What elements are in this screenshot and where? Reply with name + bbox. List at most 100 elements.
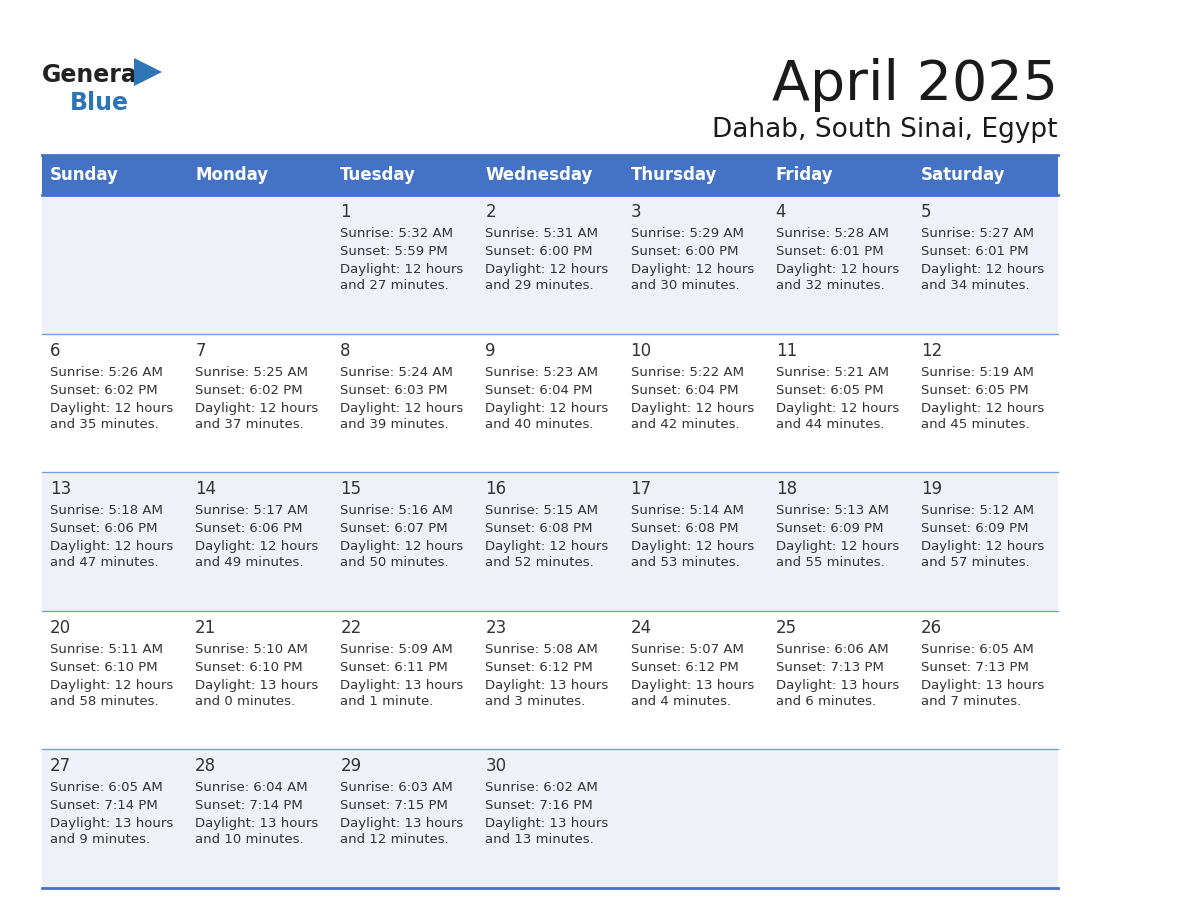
Text: Sunrise: 5:19 AM: Sunrise: 5:19 AM (921, 365, 1034, 378)
Text: 30: 30 (486, 757, 506, 776)
Text: Sunset: 6:10 PM: Sunset: 6:10 PM (50, 661, 158, 674)
Text: and 57 minutes.: and 57 minutes. (921, 556, 1030, 569)
Text: and 58 minutes.: and 58 minutes. (50, 695, 159, 708)
Text: Sunset: 6:09 PM: Sunset: 6:09 PM (776, 522, 883, 535)
Text: Sunrise: 5:28 AM: Sunrise: 5:28 AM (776, 227, 889, 240)
Text: Daylight: 13 hours: Daylight: 13 hours (631, 678, 754, 692)
Bar (42, 195, 1059, 333)
Text: Sunrise: 5:15 AM: Sunrise: 5:15 AM (486, 504, 599, 517)
Text: Sunrise: 5:29 AM: Sunrise: 5:29 AM (631, 227, 744, 240)
Text: Daylight: 12 hours: Daylight: 12 hours (340, 401, 463, 415)
Text: Sunset: 6:06 PM: Sunset: 6:06 PM (195, 522, 303, 535)
Text: and 10 minutes.: and 10 minutes. (195, 834, 304, 846)
Text: 26: 26 (921, 619, 942, 637)
Text: Sunset: 6:07 PM: Sunset: 6:07 PM (340, 522, 448, 535)
Text: Sunrise: 5:09 AM: Sunrise: 5:09 AM (340, 643, 453, 655)
Bar (42, 155, 1059, 195)
Text: Daylight: 12 hours: Daylight: 12 hours (340, 540, 463, 554)
Text: Sunrise: 5:21 AM: Sunrise: 5:21 AM (776, 365, 889, 378)
Text: Daylight: 12 hours: Daylight: 12 hours (921, 540, 1044, 554)
Text: 27: 27 (50, 757, 71, 776)
Text: Daylight: 12 hours: Daylight: 12 hours (776, 263, 899, 276)
Text: Sunset: 6:04 PM: Sunset: 6:04 PM (631, 384, 738, 397)
Text: Daylight: 12 hours: Daylight: 12 hours (195, 401, 318, 415)
Text: Tuesday: Tuesday (340, 166, 416, 184)
Text: 4: 4 (776, 203, 786, 221)
Text: and 0 minutes.: and 0 minutes. (195, 695, 296, 708)
Bar (42, 749, 1059, 888)
Text: Sunset: 6:04 PM: Sunset: 6:04 PM (486, 384, 593, 397)
Text: 23: 23 (486, 619, 506, 637)
Text: 15: 15 (340, 480, 361, 498)
Text: Sunrise: 5:17 AM: Sunrise: 5:17 AM (195, 504, 308, 517)
Text: Sunrise: 6:05 AM: Sunrise: 6:05 AM (50, 781, 163, 794)
Text: Sunset: 6:12 PM: Sunset: 6:12 PM (486, 661, 593, 674)
Text: Sunset: 6:03 PM: Sunset: 6:03 PM (340, 384, 448, 397)
Text: Daylight: 13 hours: Daylight: 13 hours (486, 678, 608, 692)
Text: Sunset: 6:05 PM: Sunset: 6:05 PM (776, 384, 884, 397)
Text: Daylight: 12 hours: Daylight: 12 hours (340, 263, 463, 276)
Text: Sunrise: 5:10 AM: Sunrise: 5:10 AM (195, 643, 308, 655)
Text: and 53 minutes.: and 53 minutes. (631, 556, 739, 569)
Text: Sunrise: 5:26 AM: Sunrise: 5:26 AM (50, 365, 163, 378)
Text: 20: 20 (50, 619, 71, 637)
Text: 16: 16 (486, 480, 506, 498)
Text: and 32 minutes.: and 32 minutes. (776, 279, 884, 292)
Text: Daylight: 12 hours: Daylight: 12 hours (631, 401, 754, 415)
Text: Daylight: 12 hours: Daylight: 12 hours (50, 678, 173, 692)
Text: Daylight: 13 hours: Daylight: 13 hours (50, 817, 173, 831)
Text: 2: 2 (486, 203, 497, 221)
Text: 18: 18 (776, 480, 797, 498)
Text: Sunset: 6:00 PM: Sunset: 6:00 PM (631, 245, 738, 258)
Text: and 37 minutes.: and 37 minutes. (195, 418, 304, 431)
Text: Sunrise: 6:03 AM: Sunrise: 6:03 AM (340, 781, 453, 794)
Text: Daylight: 13 hours: Daylight: 13 hours (195, 678, 318, 692)
Text: Sunset: 7:14 PM: Sunset: 7:14 PM (50, 800, 158, 812)
Text: and 35 minutes.: and 35 minutes. (50, 418, 159, 431)
Text: Sunset: 7:13 PM: Sunset: 7:13 PM (921, 661, 1029, 674)
Text: 22: 22 (340, 619, 361, 637)
Text: Blue: Blue (70, 91, 129, 115)
Text: Daylight: 12 hours: Daylight: 12 hours (486, 540, 608, 554)
Bar (42, 472, 1059, 610)
Text: Sunset: 6:10 PM: Sunset: 6:10 PM (195, 661, 303, 674)
Polygon shape (134, 58, 162, 86)
Text: Sunrise: 5:11 AM: Sunrise: 5:11 AM (50, 643, 163, 655)
Text: and 29 minutes.: and 29 minutes. (486, 279, 594, 292)
Text: Sunrise: 6:04 AM: Sunrise: 6:04 AM (195, 781, 308, 794)
Text: Daylight: 13 hours: Daylight: 13 hours (340, 817, 463, 831)
Text: Sunset: 6:02 PM: Sunset: 6:02 PM (50, 384, 158, 397)
Text: Daylight: 13 hours: Daylight: 13 hours (486, 817, 608, 831)
Text: 7: 7 (195, 341, 206, 360)
Text: and 47 minutes.: and 47 minutes. (50, 556, 159, 569)
Text: Daylight: 13 hours: Daylight: 13 hours (195, 817, 318, 831)
Text: Sunrise: 5:16 AM: Sunrise: 5:16 AM (340, 504, 453, 517)
Text: Sunrise: 5:07 AM: Sunrise: 5:07 AM (631, 643, 744, 655)
Text: Daylight: 12 hours: Daylight: 12 hours (486, 401, 608, 415)
Text: and 39 minutes.: and 39 minutes. (340, 418, 449, 431)
Text: and 7 minutes.: and 7 minutes. (921, 695, 1022, 708)
Text: Sunset: 6:05 PM: Sunset: 6:05 PM (921, 384, 1029, 397)
Text: Sunset: 6:00 PM: Sunset: 6:00 PM (486, 245, 593, 258)
Text: 17: 17 (631, 480, 652, 498)
Text: 24: 24 (631, 619, 652, 637)
Text: General: General (42, 63, 146, 87)
Text: Sunset: 6:01 PM: Sunset: 6:01 PM (776, 245, 884, 258)
Text: Sunrise: 5:23 AM: Sunrise: 5:23 AM (486, 365, 599, 378)
Text: Sunset: 7:16 PM: Sunset: 7:16 PM (486, 800, 593, 812)
Text: Wednesday: Wednesday (486, 166, 593, 184)
Text: Dahab, South Sinai, Egypt: Dahab, South Sinai, Egypt (713, 117, 1059, 143)
Text: 9: 9 (486, 341, 495, 360)
Text: and 3 minutes.: and 3 minutes. (486, 695, 586, 708)
Text: and 9 minutes.: and 9 minutes. (50, 834, 150, 846)
Text: Sunset: 6:08 PM: Sunset: 6:08 PM (631, 522, 738, 535)
Text: and 55 minutes.: and 55 minutes. (776, 556, 884, 569)
Text: 25: 25 (776, 619, 797, 637)
Text: 13: 13 (50, 480, 71, 498)
Text: and 1 minute.: and 1 minute. (340, 695, 434, 708)
Text: Sunday: Sunday (50, 166, 119, 184)
Text: Sunset: 6:12 PM: Sunset: 6:12 PM (631, 661, 738, 674)
Text: Daylight: 12 hours: Daylight: 12 hours (50, 401, 173, 415)
Text: and 27 minutes.: and 27 minutes. (340, 279, 449, 292)
Text: Sunrise: 5:12 AM: Sunrise: 5:12 AM (921, 504, 1034, 517)
